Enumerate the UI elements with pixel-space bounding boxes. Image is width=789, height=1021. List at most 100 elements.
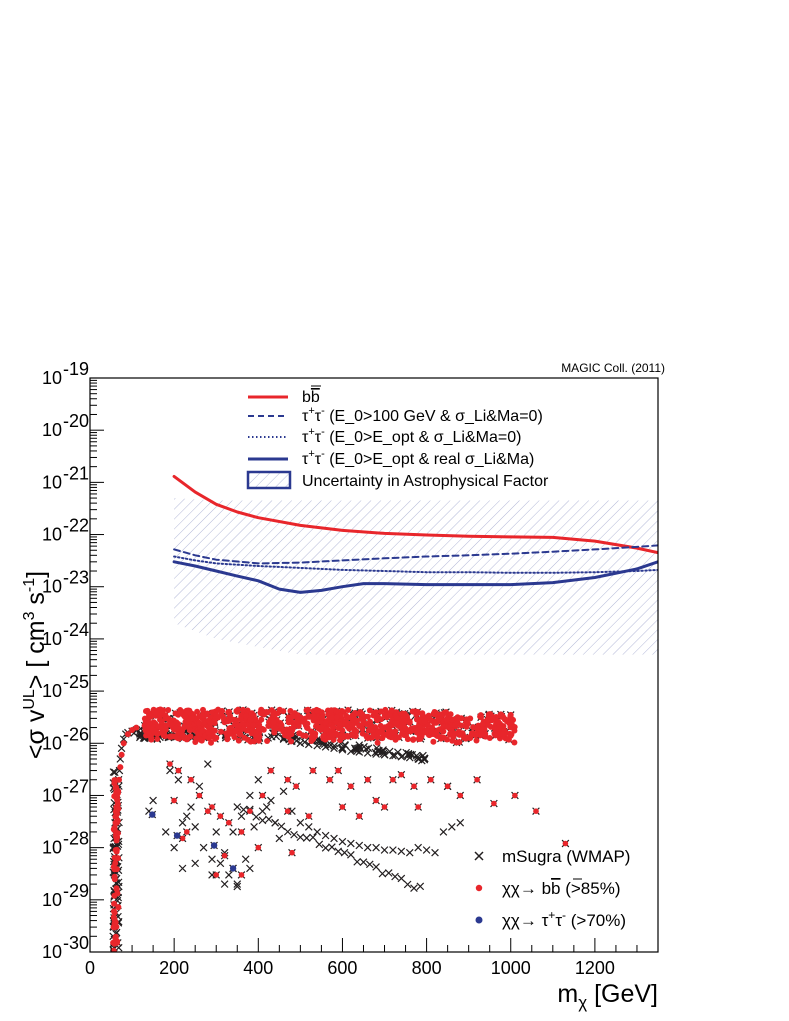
bb-point <box>111 827 118 834</box>
y-tick-exponent: -20 <box>63 411 89 431</box>
bb-point <box>322 719 329 726</box>
bb-point <box>111 909 118 916</box>
bb-point <box>213 734 220 741</box>
bb-point <box>289 713 296 720</box>
bb-point <box>457 792 464 799</box>
bb-point <box>247 808 253 814</box>
bb-point <box>464 720 471 727</box>
bb-point <box>114 855 121 862</box>
bb-point <box>235 737 242 744</box>
tau-point <box>229 865 237 872</box>
bb-point <box>320 732 327 739</box>
bb-point <box>337 721 343 728</box>
bb-point <box>492 726 499 733</box>
bb-point <box>367 718 373 725</box>
msugra-point <box>220 880 229 888</box>
bb-point <box>477 712 484 719</box>
msugra-point <box>283 827 292 836</box>
svg-text:bb: bb <box>302 389 320 406</box>
msugra-point <box>166 766 174 775</box>
bb-point <box>259 792 266 799</box>
msugra-point <box>414 843 423 852</box>
bb-point <box>167 761 173 767</box>
y-tick-label: 10 <box>42 733 62 753</box>
bb-point <box>237 731 244 738</box>
bb-point <box>454 716 461 723</box>
bb-point <box>430 738 437 745</box>
bb-point <box>250 722 257 729</box>
bb-point <box>120 740 127 747</box>
bb-point <box>415 804 422 810</box>
msugra-point <box>321 844 330 852</box>
msugra-point <box>300 738 309 746</box>
bb-point <box>308 728 315 735</box>
y-tick-label: 10 <box>42 785 62 805</box>
y-tick-label: 10 <box>42 577 62 597</box>
msugra-point <box>353 747 362 755</box>
bb-point <box>323 726 330 733</box>
bb-point <box>158 718 165 725</box>
legend-lines: bb τ+τ- (E_0>100 GeV & σ_Li&Ma=0) τ+τ- (… <box>246 385 549 490</box>
bb-point <box>133 724 140 731</box>
bb-point <box>280 708 287 715</box>
msugra-point <box>302 834 311 842</box>
y-tick-exponent: -23 <box>63 568 89 588</box>
svg-text:mSugra (WMAP): mSugra (WMAP) <box>502 847 630 866</box>
msugra-point <box>328 843 336 851</box>
y-tick-exponent: -22 <box>63 516 89 536</box>
msugra-point <box>258 807 267 815</box>
bb-point <box>207 720 214 727</box>
series-line-3 <box>172 560 658 594</box>
msugra-point <box>178 818 187 827</box>
bb-point <box>205 729 211 735</box>
bb-point <box>439 728 446 735</box>
legend-item-tau-solid: τ+τ- (E_0>E_opt & real σ_Li&Ma) <box>248 448 534 468</box>
msugra-point <box>304 823 313 831</box>
bb-point <box>144 707 151 714</box>
msugra-point <box>456 818 465 827</box>
bb-point <box>485 721 491 728</box>
bb-point <box>374 734 381 741</box>
bb-point <box>171 797 177 804</box>
msugra-point <box>413 753 422 761</box>
bb-point <box>112 933 119 940</box>
msugra-point <box>258 816 267 825</box>
msugra-point <box>246 791 254 800</box>
bb-point <box>373 797 379 804</box>
bb-point <box>218 728 224 735</box>
msugra-point <box>313 828 322 836</box>
bb-point <box>467 715 474 722</box>
bb-point <box>199 727 206 734</box>
bb-point <box>194 708 201 715</box>
msugra-point <box>391 751 399 760</box>
x-axis-title: mχ [GeV] <box>557 980 658 1012</box>
msugra-point <box>353 858 361 866</box>
msugra-point <box>347 839 355 848</box>
bb-point <box>179 731 186 738</box>
bb-point <box>389 729 396 736</box>
bb-point <box>165 707 172 713</box>
bb-point <box>264 738 271 744</box>
msugra-point <box>237 812 246 821</box>
bb-point <box>481 726 488 733</box>
bb-point <box>486 735 493 741</box>
bb-point <box>318 709 325 716</box>
y-tick-exponent: -26 <box>63 724 89 744</box>
bb-point <box>562 840 569 847</box>
bb-point <box>173 725 180 731</box>
bb-point <box>112 813 119 820</box>
y-tick-exponent: -30 <box>63 933 89 953</box>
bb-point <box>288 738 295 745</box>
bb-point <box>310 716 317 722</box>
bb-point <box>364 734 370 741</box>
bb-point <box>232 727 239 734</box>
bb-point <box>458 722 465 729</box>
y-tick-label: 10 <box>42 942 62 962</box>
msugra-point <box>439 828 448 836</box>
bb-point <box>383 714 390 721</box>
bb-point <box>444 783 451 790</box>
bb-point <box>270 719 277 726</box>
bb-point <box>198 737 205 744</box>
msugra-point <box>359 858 368 866</box>
bb-point <box>511 724 518 730</box>
